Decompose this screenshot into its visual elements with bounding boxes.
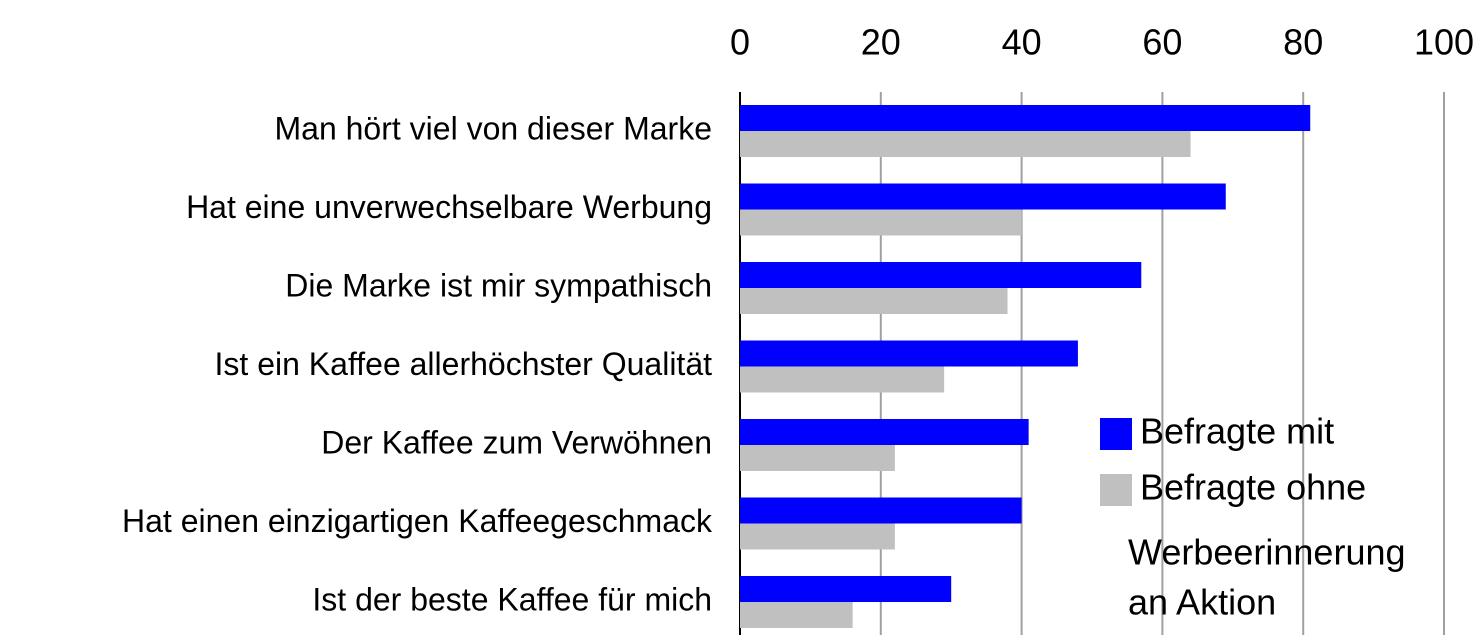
annotation: an Aktion [1128, 582, 1276, 623]
legend-label: Befragte ohne [1140, 467, 1366, 508]
y-tick-label: Ist ein Kaffee allerhöchster Qualität [215, 346, 713, 382]
x-tick-label: 100 [1414, 22, 1474, 63]
annotation: Werbeerinnerung [1128, 532, 1406, 573]
bar [740, 340, 1078, 367]
y-tick-label: Hat einen einzigartigen Kaffeegeschmack [122, 503, 713, 539]
bar [740, 445, 895, 471]
x-tick-label: 60 [1142, 22, 1182, 63]
y-tick-label: Ist der beste Kaffee für mich [312, 581, 712, 617]
bar [740, 366, 945, 393]
bar [740, 209, 1022, 236]
bar [740, 419, 1029, 445]
bar [740, 497, 1022, 524]
y-tick-label: Die Marke ist mir sympathisch [285, 267, 712, 303]
legend-swatch [1100, 474, 1132, 506]
y-tick-label: Der Kaffee zum Verwöhnen [321, 424, 712, 460]
legend-swatch [1100, 418, 1132, 450]
bar [740, 523, 895, 550]
bar [740, 262, 1142, 288]
legend-label: Befragte mit [1140, 411, 1334, 452]
bar [740, 183, 1226, 210]
x-tick-label: 80 [1283, 22, 1323, 63]
bar [740, 105, 1311, 131]
x-tick-label: 0 [730, 22, 750, 63]
x-tick-label: 40 [1002, 22, 1042, 63]
bar [740, 602, 853, 628]
y-tick-label: Hat eine unverwechselbare Werbung [186, 189, 712, 225]
y-tick-label: Man hört viel von dieser Marke [274, 110, 712, 146]
bar [740, 131, 1191, 157]
bar [740, 576, 952, 602]
bar [740, 288, 1008, 314]
x-tick-label: 20 [861, 22, 901, 63]
